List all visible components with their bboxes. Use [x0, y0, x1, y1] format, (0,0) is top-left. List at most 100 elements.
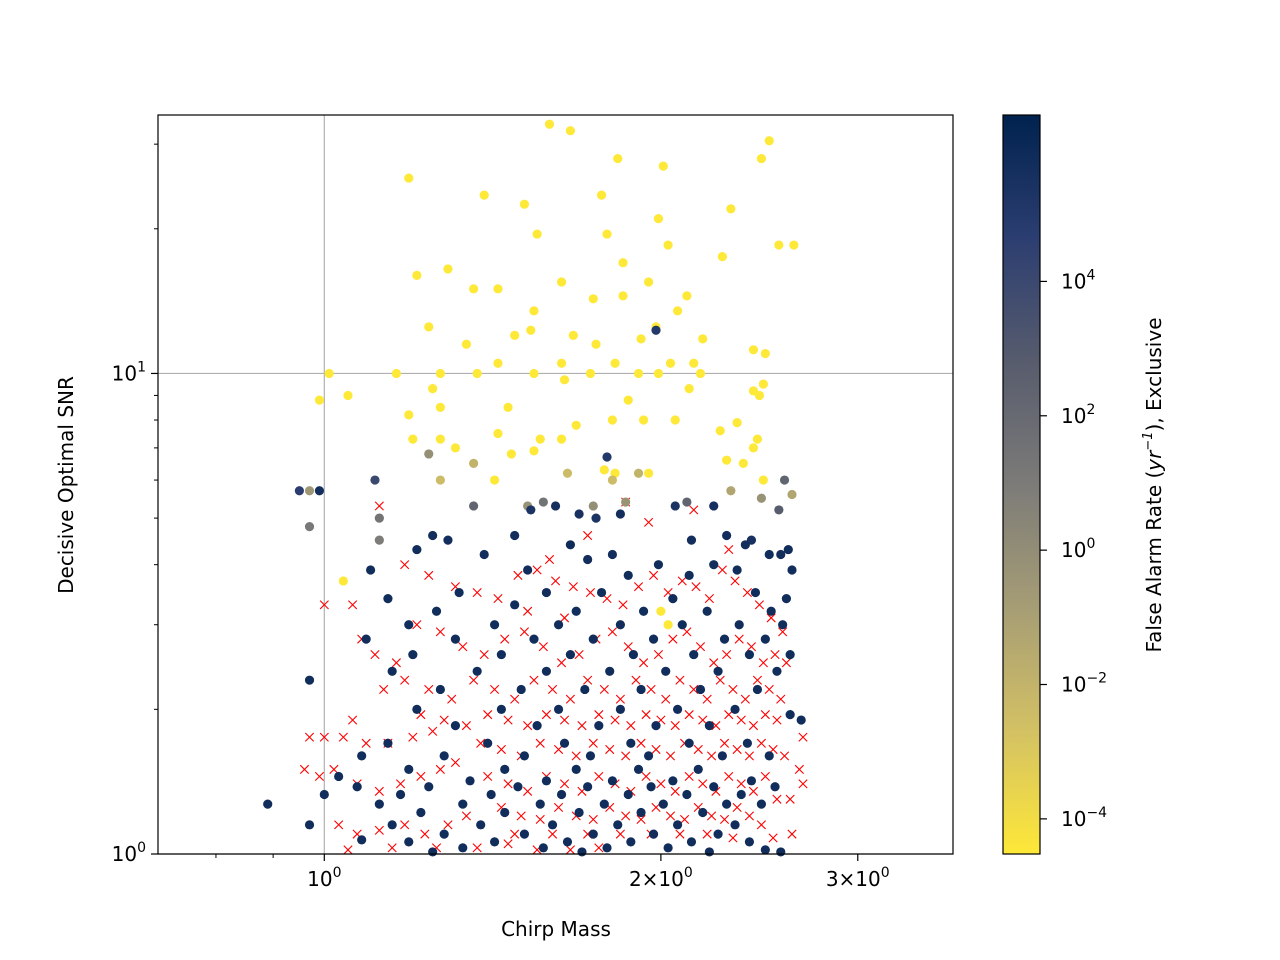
dot-marker: [568, 330, 578, 340]
x-tick-label-exponent: 0: [881, 865, 890, 881]
x-axis-ticks: 100 2×100 3×100: [215, 854, 890, 891]
cross-marker: [529, 675, 539, 685]
dot-marker: [583, 554, 593, 565]
cross-marker: [779, 751, 790, 761]
dot-marker: [626, 837, 636, 847]
cross-marker: [559, 613, 570, 623]
plot-frame: [157, 114, 954, 855]
cross-marker: [553, 802, 564, 813]
dot-marker: [684, 570, 694, 580]
dot-marker: [709, 560, 719, 570]
dot-marker: [391, 368, 401, 379]
dot-marker: [500, 807, 510, 818]
dot-marker: [435, 434, 445, 444]
cross-marker: [702, 694, 712, 704]
dot-marker: [577, 847, 587, 857]
dot-marker: [658, 161, 668, 171]
dot-marker: [785, 649, 795, 660]
dot-marker: [523, 565, 533, 575]
cross-marker: [756, 738, 766, 748]
cross-marker: [594, 710, 604, 720]
cross-marker: [772, 715, 782, 725]
dot-marker: [693, 764, 703, 774]
dot-marker: [732, 565, 742, 575]
cross-marker: [770, 649, 780, 660]
dot-marker: [704, 847, 714, 857]
colorbar-tick-label-base: 10: [1061, 269, 1086, 293]
dot-marker: [668, 593, 678, 604]
dot-marker: [713, 666, 723, 676]
x-tick-label-exponent: 0: [333, 865, 342, 881]
cross-marker: [702, 829, 712, 839]
cross-marker: [565, 845, 575, 855]
dot-marker: [722, 455, 732, 465]
dot-marker: [748, 345, 759, 355]
colorbar-tick-label-exponent: 0: [1086, 536, 1095, 552]
cross-marker: [556, 658, 567, 668]
cross-marker: [668, 634, 678, 644]
cross-marker: [748, 721, 759, 731]
cross-marker: [516, 811, 526, 821]
cross-marker: [523, 606, 533, 616]
dot-marker: [591, 513, 601, 523]
dot-marker: [404, 410, 414, 420]
dot-marker: [314, 395, 325, 405]
cross-marker: [752, 675, 763, 685]
cross-marker: [704, 594, 714, 604]
cross-marker: [787, 829, 797, 839]
dot-marker: [516, 684, 526, 695]
dot-marker: [304, 820, 315, 830]
dot-marker: [556, 277, 567, 287]
dot-marker: [263, 799, 273, 809]
cross-marker: [744, 811, 755, 821]
dot-marker: [663, 843, 673, 853]
dot-marker: [774, 505, 784, 515]
cross-marker: [744, 751, 755, 761]
dot-marker: [726, 486, 736, 496]
dot-marker: [304, 675, 315, 685]
dot-marker: [738, 458, 748, 468]
dot-marker: [580, 684, 590, 695]
dot-marker: [677, 620, 687, 630]
cross-marker: [689, 684, 699, 695]
dot-marker: [774, 240, 784, 250]
dot-marker: [424, 322, 434, 332]
cross-marker: [319, 600, 329, 610]
cross-marker: [458, 642, 468, 652]
dot-marker: [591, 339, 601, 349]
dot-marker: [476, 820, 486, 830]
dot-marker: [646, 782, 656, 792]
colorbar-label-main: False Alarm Rate (: [1142, 471, 1166, 653]
dot-marker: [404, 764, 414, 774]
cross-marker: [748, 786, 759, 796]
cross-marker: [489, 684, 500, 695]
dot-marker: [722, 530, 732, 541]
x-tick-label: 100: [307, 865, 341, 891]
cross-marker: [476, 738, 486, 748]
dot-marker: [479, 190, 489, 200]
cross-marker: [772, 794, 782, 804]
colorbar-tick-label-base: 10: [1061, 673, 1086, 697]
dot-marker: [715, 426, 725, 436]
y-axis-label: Decisive Optimal SNR: [54, 376, 78, 594]
cross-marker: [764, 684, 774, 695]
dot-marker: [653, 560, 664, 570]
dot-marker: [357, 835, 367, 845]
dot-marker: [503, 402, 513, 412]
dot-marker: [510, 530, 520, 541]
dot-marker: [672, 820, 683, 830]
dot-marker: [469, 458, 479, 468]
x-tick-label: 2×100: [629, 865, 693, 891]
dot-marker: [431, 606, 442, 616]
cross-marker: [677, 576, 687, 586]
dot-marker: [776, 549, 786, 560]
dot-marker: [607, 475, 618, 485]
dot-marker: [387, 666, 397, 676]
cross-marker: [400, 820, 410, 830]
cross-marker: [785, 794, 795, 804]
dot-marker: [633, 368, 644, 379]
dot-marker: [556, 358, 567, 368]
x-tick-label: 3×100: [826, 865, 890, 891]
cross-marker: [483, 710, 493, 720]
